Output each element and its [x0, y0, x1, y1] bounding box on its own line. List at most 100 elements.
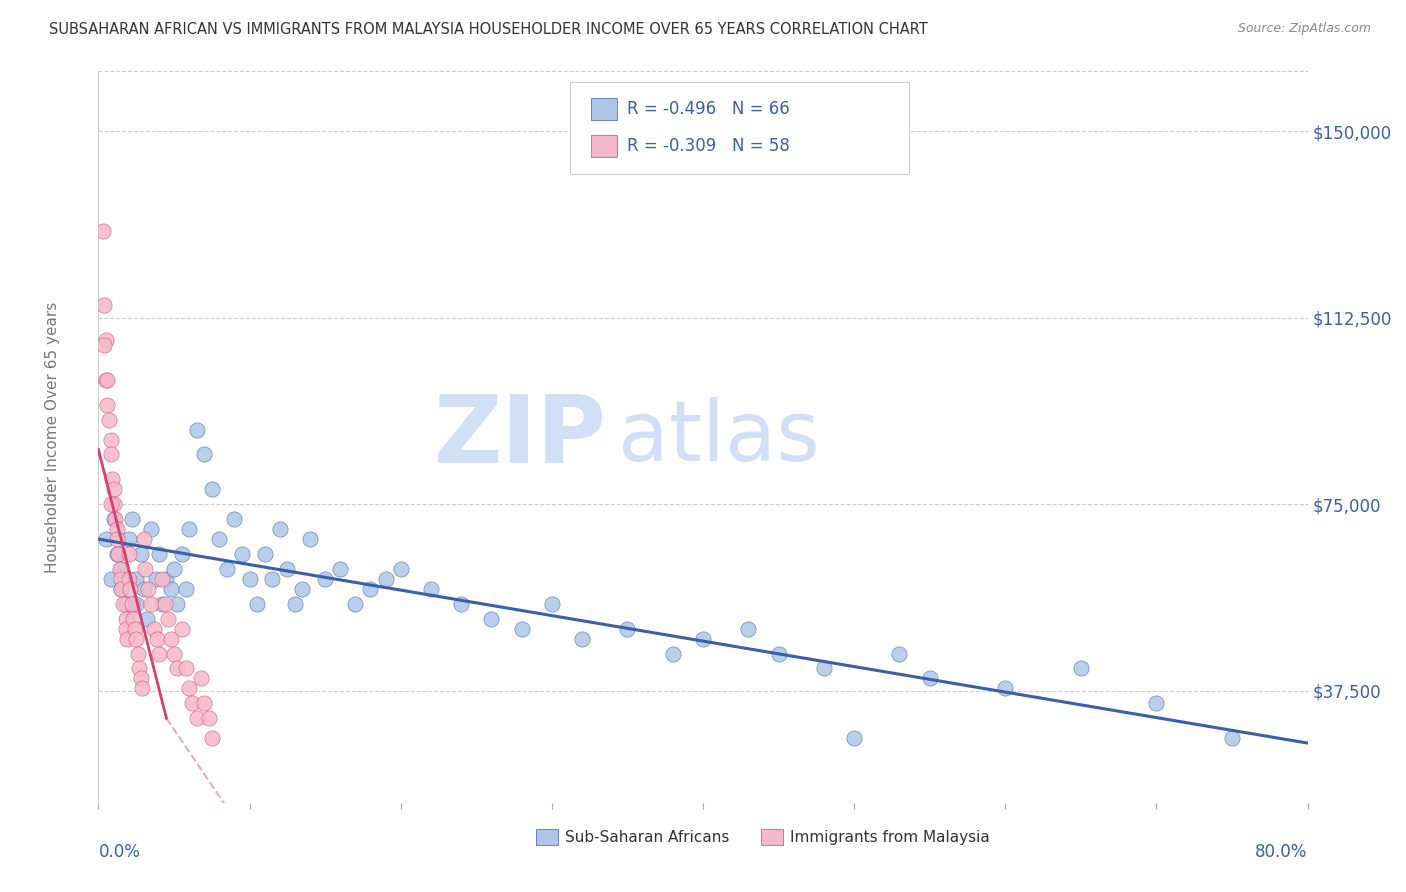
Point	[121, 512, 143, 526]
Point	[93, 298, 115, 312]
Point	[125, 632, 148, 646]
Text: Immigrants from Malaysia: Immigrants from Malaysia	[790, 830, 990, 845]
Point	[150, 572, 173, 586]
Point	[96, 373, 118, 387]
Point	[163, 647, 186, 661]
Point	[291, 582, 314, 596]
Point	[131, 681, 153, 696]
Point	[889, 647, 911, 661]
Point	[127, 647, 149, 661]
Point	[170, 622, 193, 636]
Point	[122, 612, 145, 626]
Point	[299, 532, 322, 546]
Point	[193, 696, 215, 710]
Point	[231, 547, 253, 561]
Text: ZIP: ZIP	[433, 391, 606, 483]
Point	[360, 582, 382, 596]
Point	[389, 562, 412, 576]
Point	[94, 532, 117, 546]
Point	[692, 632, 714, 646]
Point	[100, 448, 122, 462]
Point	[737, 622, 759, 636]
Point	[160, 582, 183, 596]
Point	[143, 622, 166, 636]
Text: Sub-Saharan Africans: Sub-Saharan Africans	[565, 830, 730, 845]
Point	[253, 547, 276, 561]
Point	[104, 512, 127, 526]
Point	[276, 562, 298, 576]
Point	[201, 731, 224, 745]
Point	[145, 572, 167, 586]
Point	[100, 433, 122, 447]
Point	[179, 522, 201, 536]
Point	[174, 661, 197, 675]
Point	[768, 647, 790, 661]
Point	[262, 572, 284, 586]
Point	[101, 472, 124, 486]
Point	[103, 497, 125, 511]
Point	[153, 597, 176, 611]
Point	[481, 612, 503, 626]
Point	[314, 572, 336, 586]
Point	[661, 647, 683, 661]
Point	[201, 483, 224, 497]
Point	[146, 632, 169, 646]
FancyBboxPatch shape	[761, 830, 783, 846]
Point	[208, 532, 231, 546]
Point	[128, 661, 150, 675]
Point	[103, 483, 125, 497]
Point	[166, 597, 188, 611]
Point	[170, 547, 193, 561]
Point	[215, 562, 238, 576]
Point	[616, 622, 638, 636]
Point	[918, 672, 941, 686]
Point	[124, 622, 146, 636]
Point	[105, 522, 128, 536]
Point	[156, 612, 179, 626]
Point	[1220, 731, 1243, 745]
Point	[450, 597, 472, 611]
Point	[132, 582, 155, 596]
Point	[115, 632, 138, 646]
Text: R = -0.309   N = 58: R = -0.309 N = 58	[627, 137, 790, 155]
Point	[1144, 696, 1167, 710]
Point	[186, 423, 208, 437]
Point	[179, 681, 201, 696]
Point	[329, 562, 352, 576]
Point	[110, 582, 132, 596]
Point	[105, 532, 128, 546]
Text: Source: ZipAtlas.com: Source: ZipAtlas.com	[1237, 22, 1371, 36]
Point	[94, 333, 117, 347]
Point	[1070, 661, 1092, 675]
Point	[571, 632, 593, 646]
FancyBboxPatch shape	[591, 98, 617, 120]
Point	[100, 572, 122, 586]
Point	[181, 696, 204, 710]
Point	[114, 597, 136, 611]
Point	[269, 522, 291, 536]
Point	[510, 622, 533, 636]
Point	[197, 711, 219, 725]
Point	[150, 597, 173, 611]
Point	[193, 448, 215, 462]
Text: R = -0.496   N = 66: R = -0.496 N = 66	[627, 101, 790, 119]
Point	[125, 572, 148, 586]
Point	[246, 597, 269, 611]
Point	[110, 582, 132, 596]
Point	[141, 522, 163, 536]
Point	[103, 512, 125, 526]
Point	[813, 661, 835, 675]
FancyBboxPatch shape	[536, 830, 558, 846]
Point	[190, 672, 212, 686]
Point	[141, 597, 163, 611]
Point	[844, 731, 866, 745]
Point	[284, 597, 307, 611]
Point	[148, 547, 170, 561]
Point	[129, 547, 152, 561]
Point	[420, 582, 443, 596]
Point	[100, 497, 122, 511]
Point	[118, 547, 141, 561]
Point	[994, 681, 1017, 696]
Point	[136, 582, 159, 596]
Point	[118, 572, 141, 586]
